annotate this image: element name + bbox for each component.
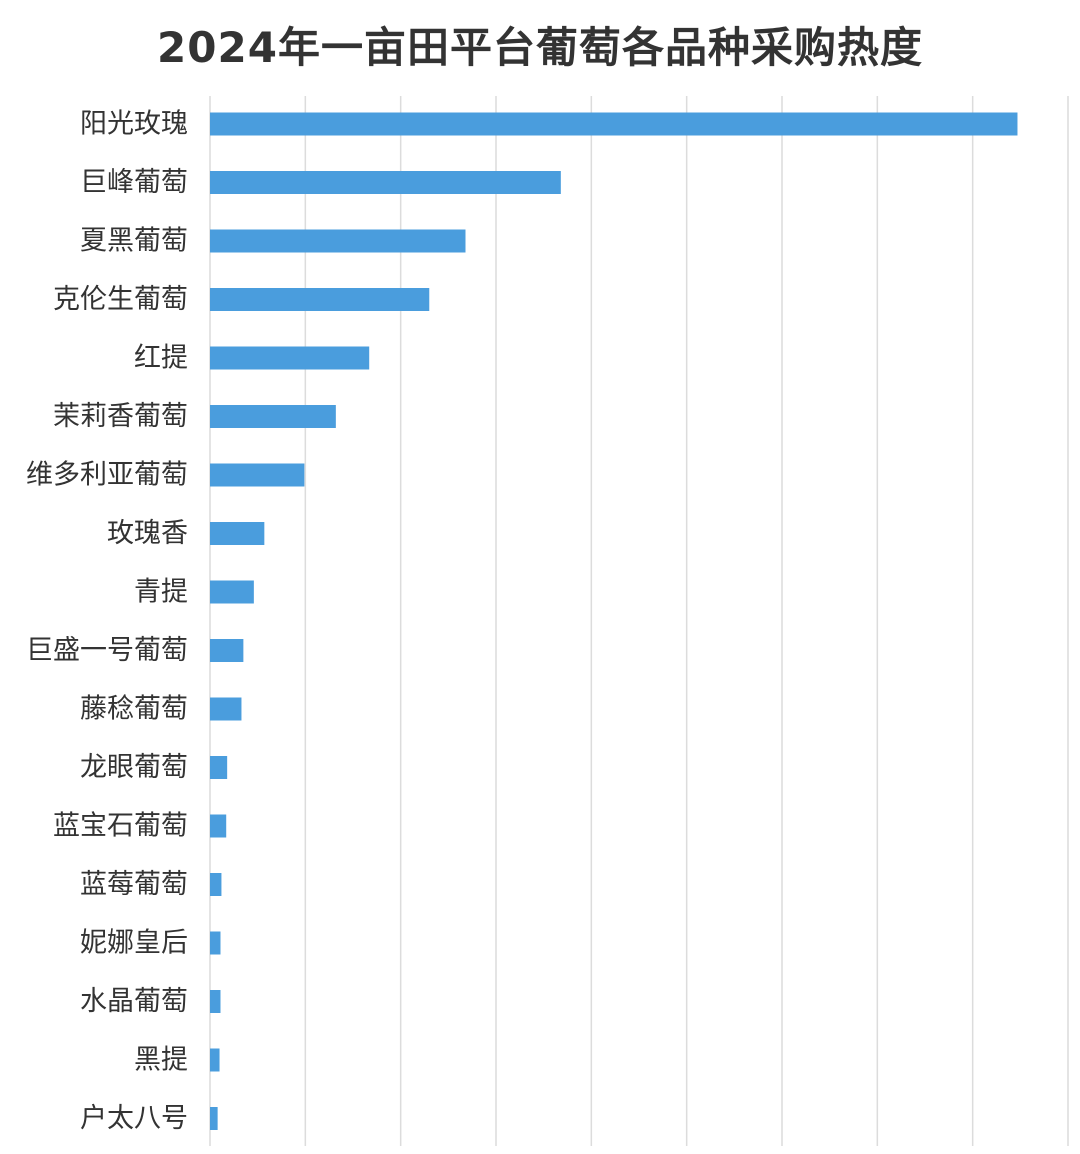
category-label: 龙眼葡萄 bbox=[80, 752, 188, 783]
category-label: 玫瑰香 bbox=[107, 518, 188, 549]
bar bbox=[210, 288, 430, 311]
bar bbox=[210, 405, 336, 428]
category-label: 户太八号 bbox=[80, 1103, 188, 1134]
bar bbox=[210, 931, 221, 955]
bar bbox=[210, 346, 370, 370]
category-label: 水晶葡萄 bbox=[80, 986, 188, 1017]
category-label: 红提 bbox=[134, 343, 188, 374]
category-label: 巨峰葡萄 bbox=[80, 167, 188, 198]
category-label: 青提 bbox=[134, 577, 188, 608]
category-label: 蓝宝石葡萄 bbox=[53, 811, 188, 842]
bar bbox=[210, 580, 254, 604]
bar bbox=[210, 171, 561, 194]
category-label: 茉莉香葡萄 bbox=[53, 401, 188, 432]
bar bbox=[210, 756, 228, 779]
category-label: 藤稔葡萄 bbox=[80, 694, 188, 725]
bar bbox=[210, 112, 1018, 136]
bar bbox=[210, 639, 244, 662]
category-label: 巨盛一号葡萄 bbox=[26, 635, 188, 666]
category-label: 夏黑葡萄 bbox=[80, 226, 188, 257]
bar bbox=[210, 814, 227, 838]
category-label: 妮娜皇后 bbox=[80, 928, 188, 959]
bar bbox=[210, 229, 466, 253]
bar bbox=[210, 697, 242, 721]
category-label: 克伦生葡萄 bbox=[53, 284, 188, 315]
bar bbox=[210, 1048, 220, 1072]
category-label: 黑提 bbox=[134, 1045, 188, 1076]
category-labels: 阳光玫瑰巨峰葡萄夏黑葡萄克伦生葡萄红提茉莉香葡萄维多利亚葡萄玫瑰香青提巨盛一号葡… bbox=[26, 109, 188, 1135]
bar bbox=[210, 990, 221, 1013]
gridlines bbox=[209, 96, 1069, 1146]
bar bbox=[210, 522, 265, 545]
bar bbox=[210, 1107, 218, 1130]
category-label: 阳光玫瑰 bbox=[80, 109, 188, 140]
bar bbox=[210, 463, 305, 487]
bar bbox=[210, 873, 222, 896]
category-label: 维多利亚葡萄 bbox=[26, 460, 188, 491]
bars bbox=[210, 112, 1018, 1130]
category-label: 蓝莓葡萄 bbox=[80, 869, 188, 900]
chart-title: 2024年一亩田平台葡萄各品种采购热度 bbox=[157, 23, 923, 72]
